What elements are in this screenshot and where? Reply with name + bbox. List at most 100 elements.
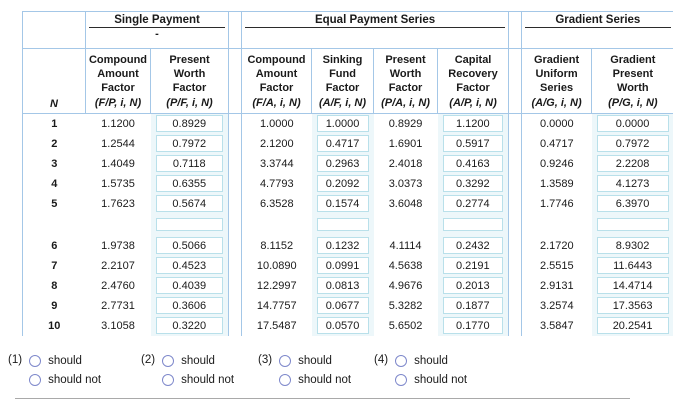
factor-cell: 0.4039 [150, 275, 229, 296]
factor-cell: 0.3292 [437, 173, 509, 194]
factor-cell: 0.7972 [150, 133, 229, 154]
group-divider [508, 235, 523, 256]
row-n-value: 9 [22, 295, 86, 316]
factor-cell: 0.2191 [437, 255, 509, 276]
group-divider [228, 315, 243, 336]
radio-button-icon[interactable] [162, 373, 175, 386]
column-header-fa: Compound Amount Factor (F/A, i, N) [241, 48, 313, 114]
table-row: 1 1.1200 0.8929 1.0000 1.0000 0.8929 1.1200 0.0… [22, 113, 673, 134]
option-label: should not [181, 373, 235, 386]
factor-cell: 6.3528 [259, 197, 294, 210]
factor-cell: 1.7623 [101, 197, 135, 210]
radio-option-should-not[interactable]: should not [29, 371, 101, 388]
column-header-pf: Present Worth Factor (P/F, i, N) [149, 48, 230, 114]
row-n-value: 6 [22, 235, 86, 256]
radio-option-should[interactable]: should [279, 352, 351, 369]
factor-cell: 0.7118 [150, 153, 229, 174]
factor-value-box: 0.0813 [316, 277, 369, 294]
factor-cell [437, 213, 509, 236]
radio-button-icon[interactable] [29, 373, 42, 386]
factor-value-box: 0.1877 [442, 297, 504, 314]
factor-value-box: 0.0991 [316, 257, 369, 274]
radio-option-should[interactable]: should [395, 352, 467, 369]
factor-value-box: 0.2432 [442, 237, 504, 254]
question-1: (1) should should not [8, 352, 141, 390]
factor-value-box: 8.9302 [596, 237, 669, 254]
factor-cell: 3.3744 [259, 157, 294, 170]
group-divider [228, 213, 243, 236]
factor-cell: 0.0000 [591, 113, 673, 134]
group-divider [508, 255, 523, 276]
factor-value-box: 0.5066 [155, 237, 224, 254]
factor-cell: 2.5515 [539, 259, 574, 272]
group-divider [228, 153, 243, 174]
factor-cell: 0.8929 [388, 117, 423, 130]
factor-value-box: 4.1273 [596, 175, 669, 192]
factor-cell: 4.1273 [591, 173, 673, 194]
factor-cell: 0.0570 [311, 315, 374, 336]
factor-cell: 0.1232 [311, 235, 374, 256]
factor-value-box: 14.4714 [596, 277, 669, 294]
factor-cell: 0.1770 [437, 315, 509, 336]
group-sub-label [242, 28, 508, 41]
factor-cell: 17.3563 [591, 295, 673, 316]
group-divider [228, 275, 243, 296]
table-body: 1 1.1200 0.8929 1.0000 1.0000 0.8929 1.1200 0.0… [22, 113, 673, 336]
radio-option-should[interactable]: should [29, 352, 101, 369]
column-header-row: N Compound Amount Factor (F/P, i, N) Pre… [22, 48, 673, 114]
factor-cell: 1.0000 [259, 117, 294, 130]
column-header-fp: Compound Amount Factor (F/P, i, N) [85, 48, 151, 114]
group-divider [228, 255, 243, 276]
radio-button-icon[interactable] [279, 354, 292, 367]
factor-cell: 3.1058 [101, 319, 135, 332]
group-divider [508, 213, 523, 236]
factor-cell: 4.9676 [388, 279, 423, 292]
radio-button-icon[interactable] [29, 354, 42, 367]
group-divider [508, 315, 523, 336]
factor-value-box: 0.5674 [155, 195, 224, 212]
option-label: should not [414, 373, 468, 386]
radio-option-should-not[interactable]: should not [395, 371, 467, 388]
radio-option-should-not[interactable]: should not [162, 371, 234, 388]
radio-button-icon[interactable] [395, 354, 408, 367]
factor-value-box [316, 218, 369, 231]
column-title: Gradient Present Worth [610, 53, 656, 95]
column-header-ap: Capital Recovery Factor (A/P, i, N) [437, 48, 510, 114]
group-divider [228, 48, 243, 114]
factor-cell [86, 214, 151, 236]
row-n-value: 3 [22, 153, 86, 174]
radio-option-should-not[interactable]: should not [279, 371, 351, 388]
factor-cell [311, 213, 374, 236]
column-title: Gradient Uniform Series [533, 53, 580, 95]
row-n-value [22, 213, 86, 236]
factor-cell: 8.1152 [260, 239, 294, 252]
factor-cell: 0.0677 [311, 295, 374, 316]
factor-cell: 3.6048 [388, 197, 423, 210]
radio-button-icon[interactable] [395, 373, 408, 386]
radio-button-icon[interactable] [162, 354, 175, 367]
group-divider [508, 193, 523, 214]
column-formula: (P/G, i, N) [608, 96, 658, 109]
question-number: (4) [374, 354, 389, 366]
group-header-row: Single Payment - Equal Payment Series Gr… [22, 11, 673, 49]
group-equal-payment-series: Equal Payment Series [241, 11, 510, 49]
option-label: should [181, 354, 215, 367]
radio-button-icon[interactable] [279, 373, 292, 386]
factor-cell: 0.2432 [437, 235, 509, 256]
group-divider [228, 11, 243, 49]
factor-cell: 2.9131 [539, 279, 574, 292]
factor-cell: 0.5917 [437, 133, 509, 154]
factor-cell: 0.0813 [311, 275, 374, 296]
radio-option-should[interactable]: should [162, 352, 234, 369]
table-row: 3 1.4049 0.7118 3.3744 0.2963 2.4018 0.4163 0.9… [22, 153, 673, 174]
row-n-value: 1 [22, 113, 86, 134]
factor-cell: 1.2544 [101, 137, 135, 150]
group-divider [508, 48, 523, 114]
factor-cell: 14.4714 [591, 275, 673, 296]
factor-value-box: 0.1232 [316, 237, 369, 254]
factor-value-box: 0.4717 [316, 135, 369, 152]
interest-factor-table: Single Payment - Equal Payment Series Gr… [22, 11, 673, 336]
factor-cell: 0.0991 [311, 255, 374, 276]
factor-cell [522, 214, 592, 236]
group-divider [508, 133, 523, 154]
